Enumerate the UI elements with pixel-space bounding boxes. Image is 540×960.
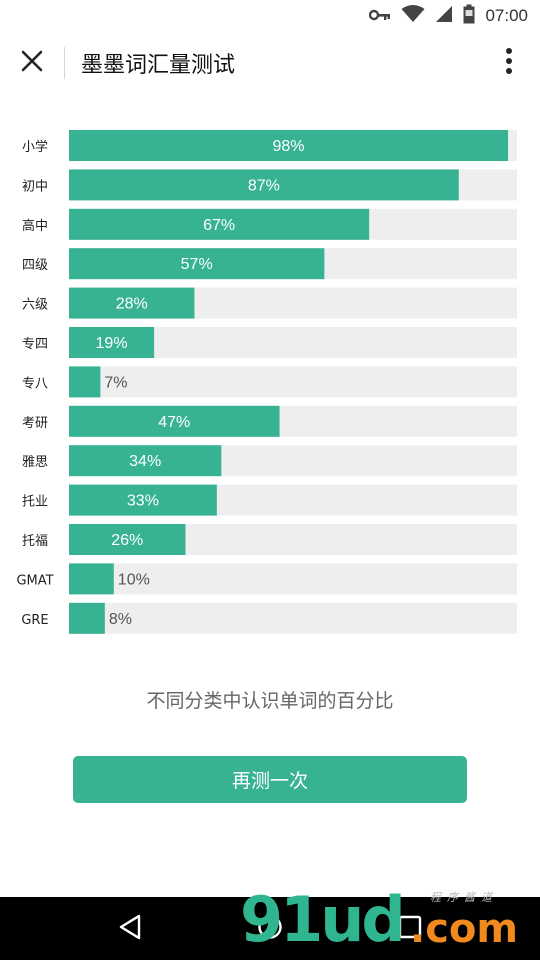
battery-icon <box>463 4 475 28</box>
category-label: 专四 <box>22 337 48 352</box>
bar-track <box>69 602 517 634</box>
category-label: 托福 <box>22 534 48 549</box>
category-label: GMAT <box>16 573 53 588</box>
key-icon <box>369 7 391 26</box>
nav-back-button[interactable] <box>108 907 152 951</box>
recents-square-icon <box>398 915 422 943</box>
bar <box>69 327 155 358</box>
category-label: 六级 <box>22 298 48 313</box>
status-bar: 07:00 <box>0 0 540 32</box>
bar <box>69 405 280 437</box>
bar <box>69 524 186 555</box>
bar <box>69 563 114 595</box>
vocabulary-bar-chart: 小学 98% 初中 87% 高中 67% 四级 57% 六级 28% 专四 19% 专八 7% 考研 47% 雅… <box>16 130 517 634</box>
value-label: 67% <box>203 217 235 234</box>
bar <box>69 169 459 201</box>
value-label: 57% <box>181 256 213 273</box>
category-label: 考研 <box>22 416 48 431</box>
signal-icon <box>435 5 453 27</box>
more-menu-button[interactable] <box>492 46 526 80</box>
bar <box>69 445 222 477</box>
bar-track <box>69 563 517 595</box>
value-label: 34% <box>129 453 161 470</box>
value-label: 26% <box>111 532 143 549</box>
bar-track <box>69 366 517 398</box>
bar <box>69 130 509 161</box>
category-label: 初中 <box>22 179 48 194</box>
value-label: 33% <box>127 493 159 510</box>
category-label: 托业 <box>22 495 48 510</box>
category-label: 专八 <box>22 376 48 391</box>
value-label: 87% <box>248 177 280 194</box>
value-label: 47% <box>158 414 190 431</box>
close-icon <box>20 49 44 77</box>
back-triangle-icon <box>118 914 142 944</box>
bar <box>69 208 370 240</box>
category-label: 小学 <box>22 139 48 155</box>
nav-recents-button[interactable] <box>388 907 432 951</box>
close-button[interactable] <box>0 32 64 94</box>
system-nav-bar <box>0 897 540 960</box>
value-label: 8% <box>109 611 132 628</box>
value-label: 10% <box>118 571 150 588</box>
category-label: 四级 <box>22 258 48 273</box>
value-label: 7% <box>104 374 127 391</box>
retest-button[interactable]: 再测一次 <box>73 756 467 803</box>
wifi-icon <box>401 5 425 27</box>
more-vertical-icon <box>505 47 513 79</box>
app-bar: 墨墨词汇量测试 <box>0 32 540 94</box>
home-circle-icon <box>257 914 283 944</box>
bar <box>69 602 105 634</box>
bar <box>69 484 217 516</box>
bar <box>69 287 195 319</box>
title-divider <box>64 47 65 79</box>
bar <box>69 248 325 280</box>
category-label: 雅思 <box>22 455 48 470</box>
value-label: 19% <box>96 335 128 352</box>
value-label: 28% <box>116 296 148 313</box>
page-title: 墨墨词汇量测试 <box>81 53 236 78</box>
value-label: 98% <box>273 138 305 155</box>
chart-caption: 不同分类中认识单词的百分比 <box>146 690 394 712</box>
nav-home-button[interactable] <box>248 907 292 951</box>
bar <box>69 366 101 398</box>
clock: 07:00 <box>485 6 528 25</box>
category-label: GRE <box>21 613 48 628</box>
category-label: 高中 <box>22 218 48 234</box>
